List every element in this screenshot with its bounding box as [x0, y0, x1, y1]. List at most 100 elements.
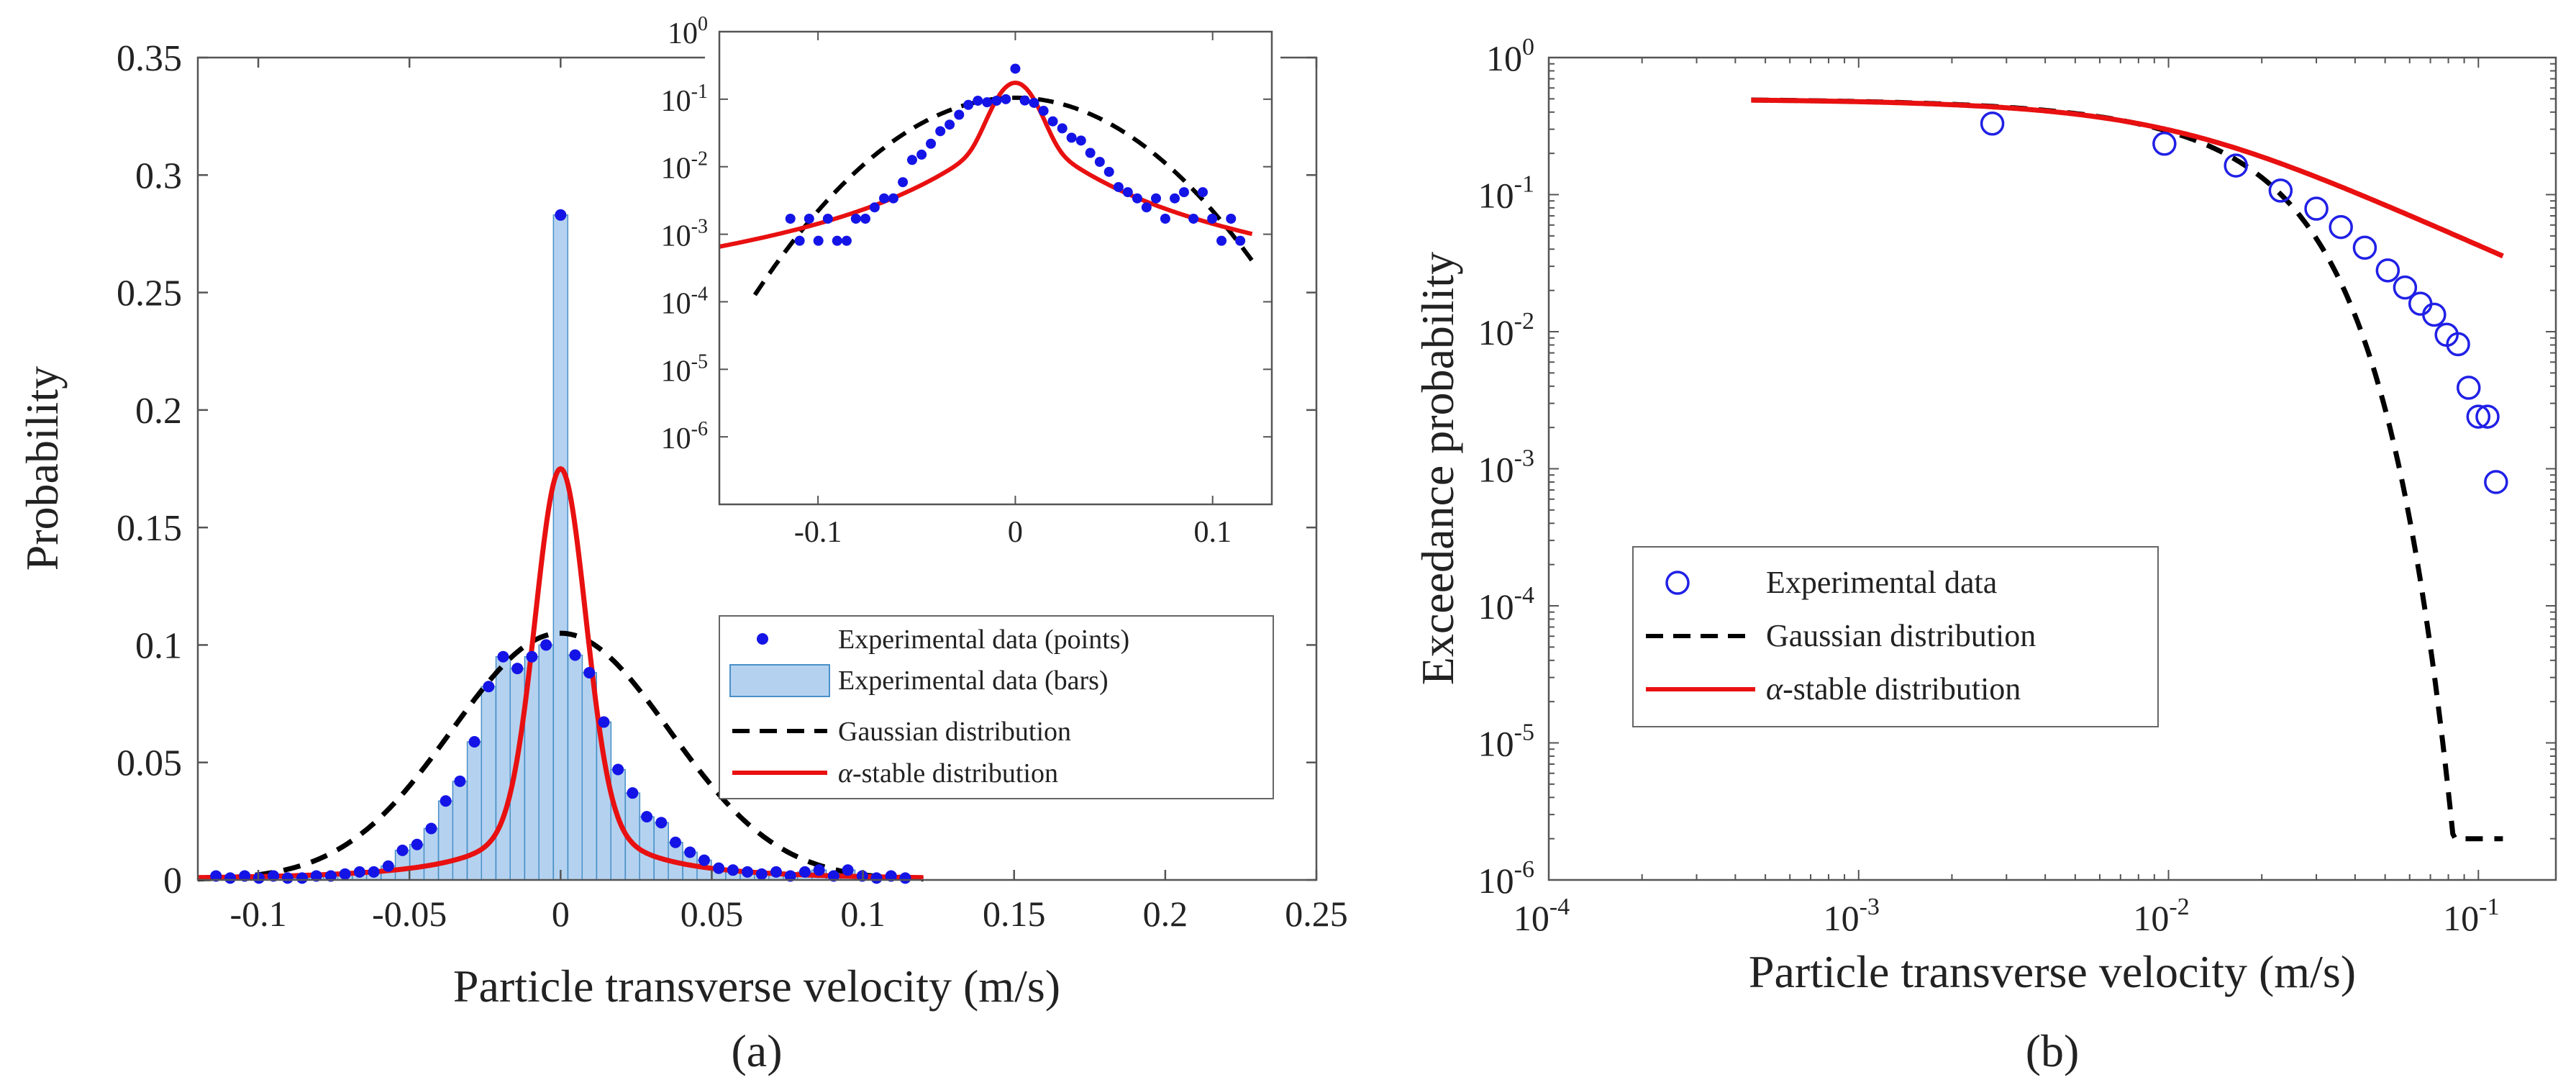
inset-data-point [1132, 193, 1142, 204]
inset-y-tick-label: 10-6 [661, 418, 708, 455]
inset-data-point [888, 193, 898, 204]
data-point [612, 763, 624, 776]
histogram-bar [653, 822, 670, 881]
b-y-tick-exponent: -4 [1514, 582, 1534, 609]
b-x-tick-base: 10 [2133, 898, 2169, 938]
b-data-point [2456, 376, 2481, 400]
data-point [555, 209, 567, 221]
y-tick-label: 0.15 [117, 508, 182, 549]
panel-b-xlabel: Particle transverse velocity (m/s) [1749, 946, 2356, 997]
b-y-tick-exponent: -1 [1514, 171, 1534, 198]
b-data-point [2352, 235, 2377, 260]
data-point [641, 811, 653, 823]
inset-y-tick-base: 10 [661, 355, 691, 388]
b-x-tick-exponent: -1 [2479, 894, 2499, 920]
b-data-point [2475, 404, 2500, 429]
x-tick-label: 0.1 [840, 894, 886, 934]
panel-b-ylabel: Exceedance probability [1412, 252, 1463, 685]
data-point [583, 666, 596, 678]
data-point [713, 862, 725, 874]
data-point [497, 650, 509, 663]
data-point [425, 822, 437, 835]
inset-data-point [1094, 156, 1105, 167]
inset-y-tick-exponent: -2 [691, 148, 708, 171]
panel-b-legend: Experimental data Gaussian distribution … [1632, 546, 2159, 727]
legend-b-stable-text: -stable distribution [1783, 671, 2021, 707]
data-point [239, 870, 251, 882]
legend-b-label-stable: α-stable distribution [1766, 671, 2021, 707]
inset-y-tick-label: 10-2 [661, 148, 708, 186]
b-y-tick-base: 10 [1486, 38, 1522, 78]
data-point [296, 872, 308, 884]
histogram-bar [567, 654, 583, 881]
inset-y-tick-base: 10 [661, 287, 691, 320]
data-point [798, 866, 811, 878]
x-tick-label: -0.05 [372, 894, 447, 934]
y-tick-label: 0.2 [135, 391, 182, 432]
b-y-tick-label: 10-2 [1478, 308, 1534, 353]
data-point [598, 716, 610, 728]
data-point [454, 775, 466, 787]
data-point [396, 844, 409, 856]
inset-data-point [1057, 123, 1068, 134]
b-gaussian-curve [1751, 97, 2503, 842]
data-point [440, 795, 452, 807]
b-y-tick-exponent: -5 [1514, 719, 1534, 746]
y-tick-label: 0.25 [117, 273, 182, 314]
inset-data-point [1038, 106, 1049, 117]
b-data-point [2466, 404, 2491, 429]
b-y-tick-exponent: 0 [1522, 34, 1534, 60]
y-tick-label: 0.35 [117, 38, 182, 79]
b-y-tick-label: 10-3 [1478, 445, 1534, 490]
inset-data-point [906, 155, 917, 165]
panel-a-marks [197, 209, 924, 884]
inset-data-point [1103, 166, 1114, 177]
y-tick-label: 0 [163, 861, 182, 902]
b-x-tick-base: 10 [1824, 898, 1860, 938]
panel-b-caption: (b) [2026, 1025, 2080, 1076]
y-tick-label: 0.1 [135, 625, 182, 666]
data-point [224, 872, 236, 884]
inset-data-point [1010, 63, 1021, 74]
inset-data-point [1001, 94, 1011, 104]
data-point [842, 864, 854, 876]
data-point [627, 787, 639, 799]
data-point [655, 817, 668, 829]
data-point [885, 870, 897, 882]
data-point [899, 872, 911, 884]
data-point [353, 866, 365, 878]
histogram-bar [437, 800, 454, 881]
b-x-tick-exponent: -3 [1860, 894, 1880, 920]
data-point [324, 870, 337, 882]
inset-data-point [785, 213, 796, 224]
data-point [698, 854, 710, 866]
data-point [569, 649, 581, 661]
x-tick-label: 0.15 [983, 894, 1046, 934]
data-point [813, 864, 825, 876]
b-y-tick-label: 10-4 [1478, 582, 1534, 627]
data-point [511, 663, 524, 675]
panel-b-marks [1751, 97, 2508, 842]
inset-data-point [879, 193, 890, 204]
gaussian-curve [197, 630, 924, 882]
inset-stable-curve [719, 81, 1253, 249]
inset-axes-box [718, 30, 1273, 506]
b-stable-curve [1751, 97, 2504, 259]
b-data-point [2224, 153, 2248, 178]
data-point [310, 870, 322, 882]
inset-data-point [1198, 187, 1208, 198]
inset-data-point [1150, 193, 1161, 204]
data-point [468, 735, 481, 748]
panel-a-legend: Experimental data (points) Experimental … [719, 615, 1274, 799]
legend-b-label-gaussian: Gaussian distribution [1766, 618, 2036, 653]
data-point [755, 868, 768, 880]
inset-data-point [822, 213, 833, 224]
b-y-tick-base: 10 [1478, 586, 1514, 627]
b-y-tick-base: 10 [1478, 724, 1514, 764]
panel-b: 10-4 10-3 10-2 10-110010-110-210-310-410-51… [1412, 34, 2557, 1076]
inset-x-tick-label: 0 [1008, 516, 1023, 549]
inset-y-tick-label: 10-5 [661, 350, 708, 388]
